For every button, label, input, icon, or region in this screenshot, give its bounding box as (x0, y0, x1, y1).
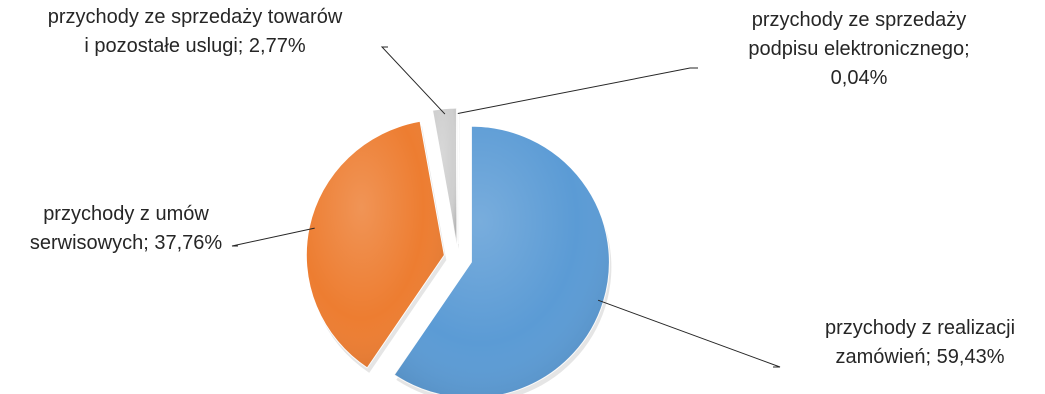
slice-label-line: zamówień; 59,43% (835, 346, 1005, 368)
slice-label-realizacja: przychody z realizacji zamówień; 59,43% (795, 314, 1045, 372)
leader-line (231, 227, 315, 247)
slice-label-line: przychody ze sprzedaży (751, 9, 967, 31)
leader-line (597, 299, 781, 368)
slice-realizacja-highlight (394, 126, 610, 394)
slice-label-line: przychody z realizacji (824, 317, 1016, 339)
slice-label-line: i pozostałe uslugi; 2,77% (84, 35, 306, 57)
slice-label-podpis: przychody ze sprzedaży podpisu elektroni… (700, 6, 1018, 93)
slice-label-line: przychody z umów (43, 203, 209, 225)
slice-serwis-highlight (306, 121, 445, 368)
slice-label-line: serwisowych; 37,76% (29, 232, 223, 254)
slice-towary-highlight (432, 108, 457, 245)
slice-label-line: przychody ze sprzedaży towarów (47, 6, 343, 28)
slice-label-line: podpisu elektronicznego; (748, 38, 970, 60)
slice-label-towary: przychody ze sprzedaży towarów i pozosta… (0, 3, 390, 61)
slice-label-serwis: przychody z umów serwisowych; 37,76% (0, 200, 252, 258)
leader-line (457, 67, 698, 114)
leader-line (380, 46, 446, 115)
slice-label-line: 0,04% (830, 67, 888, 89)
